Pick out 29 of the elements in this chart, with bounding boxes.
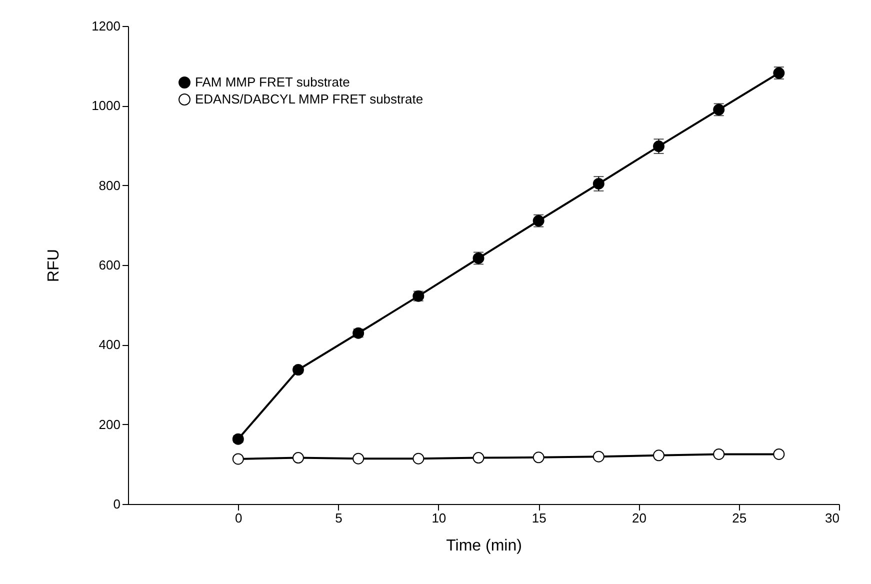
x-tick-label: 20 <box>632 510 646 526</box>
x-tick-label: 10 <box>432 510 446 526</box>
point <box>713 448 725 460</box>
y-tick-label: 800 <box>98 178 120 193</box>
y-tick-label: 600 <box>98 258 120 272</box>
point <box>653 450 664 462</box>
x-tick-label: 25 <box>732 510 747 526</box>
point <box>532 452 544 464</box>
point <box>412 452 424 464</box>
x-tick-label: 30 <box>825 510 840 526</box>
x-tick-label: 0 <box>235 510 242 526</box>
y-tick-label: 200 <box>98 416 120 432</box>
y-tick-label: 1200 <box>92 18 120 34</box>
point <box>292 452 304 464</box>
point <box>592 450 604 462</box>
y-tick-label: 400 <box>98 337 120 352</box>
point <box>292 364 304 376</box>
x-axis-title: Time (min) <box>446 538 522 554</box>
x-tick-label: 15 <box>532 510 546 526</box>
legend-label: EDANS/DABCYL MMP FRET substrate <box>195 92 424 106</box>
point <box>352 452 364 464</box>
legend-label: FAM MMP FRET substrate <box>195 74 350 90</box>
y-tick-label: 0 <box>113 496 120 512</box>
point <box>472 452 484 464</box>
point <box>232 453 244 465</box>
y-axis-title: RFU <box>46 249 63 282</box>
point <box>773 448 785 460</box>
y-tick-label: 1000 <box>92 98 120 114</box>
x-tick-label: 5 <box>335 510 342 526</box>
